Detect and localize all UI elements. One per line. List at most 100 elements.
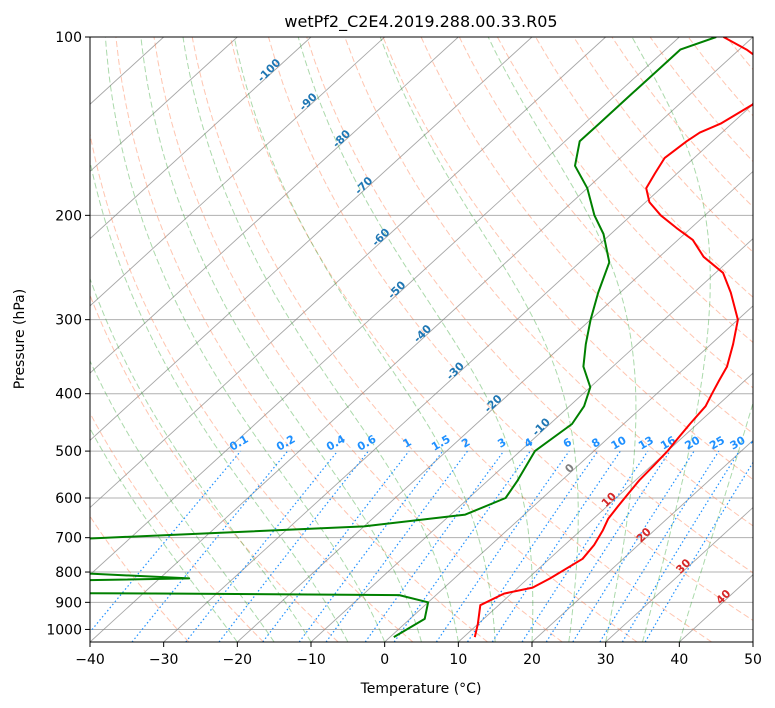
x-tick-label: 10 xyxy=(449,652,467,668)
mixing-ratio-line xyxy=(435,450,570,642)
dry-adiabat xyxy=(611,37,753,208)
x-axis-label: Temperature (°C) xyxy=(360,681,482,697)
mixing-ratio-label: 0.6 xyxy=(355,432,379,453)
dry-adiabat xyxy=(765,37,775,642)
moist-adiabat xyxy=(140,37,422,642)
moist-adiabat xyxy=(182,37,459,642)
x-tick-label: −20 xyxy=(223,652,253,668)
temperature-line xyxy=(473,37,753,638)
dry-adiabat xyxy=(458,37,753,389)
chart-title: wetPf2_C2E4.2019.288.00.33.R05 xyxy=(284,12,557,32)
mixing-ratio-line xyxy=(393,450,531,642)
dry-adiabat xyxy=(268,37,753,622)
moist-adiabat xyxy=(90,359,275,642)
mixing-ratio-line xyxy=(644,461,753,642)
isotherm-line xyxy=(237,170,753,642)
mixing-ratio-line xyxy=(298,450,444,642)
dry-adiabat xyxy=(535,37,753,298)
y-tick-label: 400 xyxy=(55,387,82,403)
isotherm-line xyxy=(90,37,753,642)
isotherm-line xyxy=(163,103,753,642)
isotherm-line xyxy=(310,238,753,642)
isotherm-line xyxy=(531,439,753,642)
mixing-ratio-line xyxy=(131,450,289,642)
dry-adiabat xyxy=(229,37,712,642)
dewpoint-line xyxy=(90,37,717,638)
y-tick-label: 500 xyxy=(55,444,82,460)
isotherm-line xyxy=(90,37,606,509)
isotherm-line xyxy=(458,372,753,642)
y-tick-label: 900 xyxy=(55,595,82,611)
isotherm-line xyxy=(605,506,753,642)
dry-adiabat xyxy=(496,37,753,344)
mixing-ratio-label: 0.2 xyxy=(274,433,297,454)
isotherm-line xyxy=(90,37,238,173)
mixing-ratio-label: 0.4 xyxy=(324,432,348,453)
x-tick-label: −40 xyxy=(75,652,105,668)
y-tick-label: 100 xyxy=(55,30,82,46)
moist-adiabat xyxy=(487,37,637,642)
y-tick-label: 700 xyxy=(55,531,82,547)
plot-frame xyxy=(89,36,754,643)
isotherm-label: -60 xyxy=(369,226,392,249)
x-tick-label: 0 xyxy=(380,652,389,668)
isotherm-line xyxy=(90,37,459,374)
x-tick-label: −30 xyxy=(149,652,179,668)
dry-adiabat xyxy=(573,37,753,253)
mixing-ratio-line xyxy=(491,450,621,642)
dry-adiabat xyxy=(306,37,753,574)
mixing-ratio-label: 1.5 xyxy=(429,433,452,454)
isotherm-label: -50 xyxy=(385,278,408,301)
profile-series xyxy=(90,37,753,638)
isotherm-label: 10 xyxy=(599,490,619,510)
mixing-ratio-line xyxy=(621,450,740,642)
isotherm-label: 20 xyxy=(634,525,654,545)
moist-adiabat xyxy=(90,277,312,642)
moist-adiabat xyxy=(297,37,534,642)
y-tick-label: 300 xyxy=(55,313,82,329)
mixing-ratio-line xyxy=(599,450,720,642)
mixing-ratio-line xyxy=(545,450,671,642)
background-lines xyxy=(90,37,775,642)
mixing-ratio-label: 10 xyxy=(609,433,629,452)
dry-adiabat xyxy=(115,37,488,642)
x-tick-label: 40 xyxy=(670,652,688,668)
mixing-ratio-label: 0.1 xyxy=(227,433,250,454)
mixing-ratio-line xyxy=(364,450,505,642)
moist-adiabat xyxy=(233,37,496,642)
mixing-ratio-line xyxy=(572,450,695,642)
isotherm-label: 40 xyxy=(713,587,733,607)
mixing-ratio-label: 36 xyxy=(748,433,768,452)
x-tick-label: 50 xyxy=(744,652,762,668)
mixing-ratio-line xyxy=(185,450,339,642)
mixing-ratio-label: 20 xyxy=(683,433,703,452)
isotherm-label: -80 xyxy=(330,127,353,150)
y-tick-label: 1000 xyxy=(46,622,82,638)
x-tick-label: 30 xyxy=(597,652,615,668)
x-tick-label: 20 xyxy=(523,652,541,668)
isotherm-line xyxy=(90,37,533,441)
dry-adiabat xyxy=(191,37,638,642)
dry-adiabat xyxy=(90,293,339,642)
moist-adiabat xyxy=(90,158,349,642)
mixing-ratio-label: 8 xyxy=(589,436,602,451)
isotherm-line xyxy=(90,37,385,307)
isotherm-label: -40 xyxy=(411,322,434,345)
moist-adiabat xyxy=(379,37,579,642)
mixing-ratio-label: 6 xyxy=(561,435,574,450)
dry-adiabat xyxy=(90,412,264,642)
dry-adiabat xyxy=(687,37,753,117)
moist-adiabat xyxy=(104,37,386,642)
isotherm-label: -90 xyxy=(297,90,320,113)
isotherm-label: -70 xyxy=(352,174,375,197)
mixing-ratio-line xyxy=(466,450,599,642)
y-tick-label: 200 xyxy=(55,208,82,224)
moist-adiabat xyxy=(678,401,753,642)
mixing-ratio-label: 1 xyxy=(401,436,414,451)
y-tick-label: 800 xyxy=(55,565,82,581)
dry-adiabat xyxy=(90,131,414,642)
y-tick-label: 600 xyxy=(55,491,82,507)
mixing-ratio-label: 4 xyxy=(522,435,535,450)
dry-adiabat xyxy=(153,37,563,642)
